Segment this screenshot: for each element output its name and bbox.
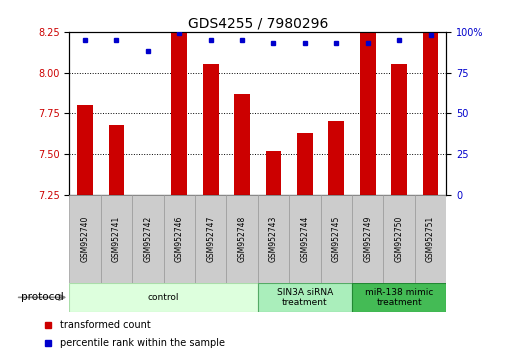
Bar (101, 195, 132, 283)
Text: GSM952747: GSM952747 (206, 216, 215, 262)
Bar (132, 195, 164, 283)
Bar (164, 195, 195, 283)
Bar (258, 283, 352, 312)
Bar (360, 32, 376, 195)
Text: transformed count: transformed count (60, 320, 150, 330)
Text: control: control (148, 293, 179, 302)
Bar (258, 195, 289, 283)
Bar (415, 195, 446, 283)
Text: SIN3A siRNA
treatment: SIN3A siRNA treatment (277, 288, 333, 307)
Bar (266, 151, 281, 195)
Bar (234, 94, 250, 195)
Bar (352, 195, 383, 283)
Bar (203, 64, 219, 195)
Bar (69, 283, 258, 312)
Bar (77, 105, 93, 195)
Text: miR-138 mimic
treatment: miR-138 mimic treatment (365, 288, 433, 307)
Bar (297, 133, 313, 195)
Text: percentile rank within the sample: percentile rank within the sample (60, 338, 225, 348)
Bar (321, 195, 352, 283)
Bar (226, 195, 258, 283)
Text: protocol: protocol (22, 292, 64, 302)
Bar (289, 195, 321, 283)
Text: GSM952746: GSM952746 (175, 216, 184, 262)
Bar (171, 32, 187, 195)
Text: GSM952743: GSM952743 (269, 216, 278, 262)
Bar (69, 195, 101, 283)
Bar (352, 283, 446, 312)
Text: GSM952742: GSM952742 (143, 216, 152, 262)
Text: GSM952740: GSM952740 (81, 216, 89, 262)
Bar (423, 32, 439, 195)
Text: GSM952741: GSM952741 (112, 216, 121, 262)
Text: GSM952750: GSM952750 (394, 216, 404, 262)
Bar (391, 64, 407, 195)
Text: GSM952745: GSM952745 (332, 216, 341, 262)
Text: GSM952748: GSM952748 (238, 216, 247, 262)
Bar (109, 125, 124, 195)
Text: GSM952751: GSM952751 (426, 216, 435, 262)
Bar (383, 195, 415, 283)
Bar (328, 121, 344, 195)
Text: GSM952744: GSM952744 (301, 216, 309, 262)
Bar (195, 195, 226, 283)
Text: GSM952749: GSM952749 (363, 216, 372, 262)
Title: GDS4255 / 7980296: GDS4255 / 7980296 (188, 17, 328, 31)
